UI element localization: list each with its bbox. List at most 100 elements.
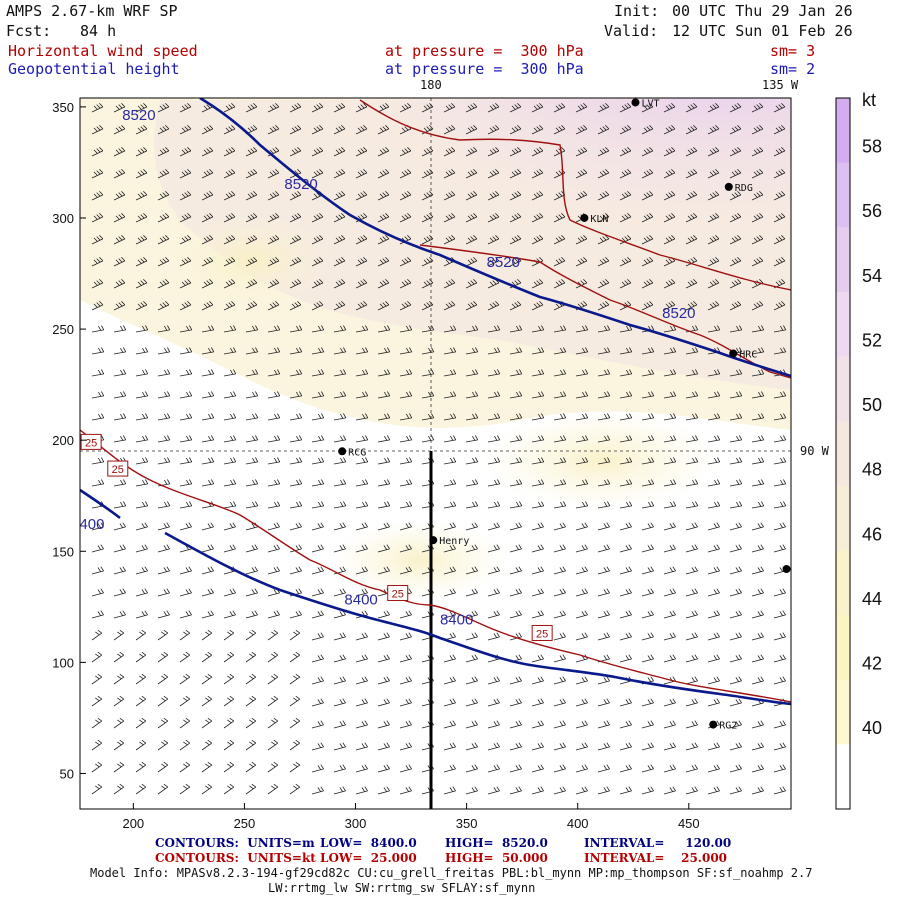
wind-barb xyxy=(465,742,478,751)
wind-barb xyxy=(179,739,191,751)
wind-barb xyxy=(399,501,413,509)
wind-barb xyxy=(685,279,698,289)
wind-barb xyxy=(487,698,500,707)
wind-barb xyxy=(751,103,764,113)
wind-barb xyxy=(311,435,325,443)
wind-barb xyxy=(333,457,347,465)
wind-barb xyxy=(113,783,125,795)
wind-barb xyxy=(641,588,654,597)
wind-barb xyxy=(685,742,698,751)
wind-barb xyxy=(91,347,105,355)
wind-barb xyxy=(619,610,632,619)
wind-barb xyxy=(399,213,412,223)
wind-barb xyxy=(157,783,169,795)
wind-barb xyxy=(399,103,412,113)
wind-barb xyxy=(619,191,632,201)
wind-barb xyxy=(157,147,170,157)
wind-barb xyxy=(179,213,192,223)
wind-barb xyxy=(707,457,721,465)
wind-barb xyxy=(443,325,457,333)
colorbar-label: 52 xyxy=(862,330,882,350)
wind-barb xyxy=(179,457,193,465)
wind-barb xyxy=(333,720,346,729)
wind-barb xyxy=(201,457,215,465)
wind-barb xyxy=(597,147,610,157)
wind-barb xyxy=(707,369,721,377)
wind-barb xyxy=(223,301,236,311)
wind-barb xyxy=(179,673,191,685)
wind-barb xyxy=(333,544,346,553)
wind-barb xyxy=(619,654,632,663)
wind-barb xyxy=(311,522,324,531)
wind-barb xyxy=(553,501,567,509)
wind-barb xyxy=(531,654,544,663)
wind-barb xyxy=(443,720,456,729)
wind-barb xyxy=(311,632,324,641)
wind-barb xyxy=(509,391,523,399)
wind-barb xyxy=(179,103,192,113)
wind-barb xyxy=(729,301,742,311)
wind-barb xyxy=(619,522,632,531)
wind-barb xyxy=(531,742,544,751)
wind-barb xyxy=(553,325,567,333)
wind-barb xyxy=(311,786,324,795)
wind-barb xyxy=(399,720,412,729)
wind-barb xyxy=(619,125,632,135)
wind-barb xyxy=(289,610,302,619)
wind-barb xyxy=(707,391,721,399)
wind-barb xyxy=(157,391,171,399)
wind-barb xyxy=(355,369,369,377)
wind-barb xyxy=(509,347,523,355)
wind-barb xyxy=(619,435,633,443)
wind-barb xyxy=(267,347,281,355)
wind-barb xyxy=(641,279,654,289)
wind-barb xyxy=(157,413,171,421)
wind-barb xyxy=(135,610,148,619)
wind-barb xyxy=(597,610,610,619)
wind-barb xyxy=(707,301,720,311)
wind-barb xyxy=(751,301,764,311)
wind-barb xyxy=(377,125,390,135)
wind-barb xyxy=(509,764,522,773)
station-marker xyxy=(724,182,733,191)
wind-barb xyxy=(311,235,324,245)
wind-barb xyxy=(531,257,544,267)
wind-barb xyxy=(663,301,676,311)
wind-barb xyxy=(751,257,764,267)
wind-barb xyxy=(487,457,501,465)
wind-barb xyxy=(113,651,125,663)
wind-barb xyxy=(179,325,193,333)
wind-barb xyxy=(113,191,126,201)
wind-barb xyxy=(443,544,456,553)
wind-barb xyxy=(619,544,632,553)
wind-barb xyxy=(509,588,522,597)
wind-barb xyxy=(531,501,545,509)
height-contour-label: 8520 xyxy=(122,107,155,124)
wind-barb xyxy=(179,391,193,399)
wind-barb xyxy=(267,301,280,311)
wind-barb xyxy=(751,742,764,751)
wind-barb xyxy=(641,413,655,421)
wind-barb xyxy=(245,413,259,421)
wind-barb xyxy=(399,279,412,289)
wind-barb xyxy=(773,742,786,751)
wind-barb xyxy=(179,257,192,267)
wind-barb xyxy=(663,610,676,619)
wind-barb xyxy=(377,698,390,707)
wind-barb xyxy=(619,369,633,377)
wind-barb xyxy=(729,479,743,487)
wind-barb xyxy=(443,435,457,443)
wind-barb xyxy=(333,742,346,751)
wind-barb xyxy=(113,479,127,487)
wind-barb xyxy=(421,279,434,289)
wind-barb xyxy=(333,391,347,399)
wind-barb xyxy=(773,654,786,663)
wind-barb xyxy=(575,103,588,113)
wind-barb xyxy=(333,566,346,575)
colorbar-swatch xyxy=(836,421,850,487)
wind-barb xyxy=(751,588,764,597)
wind-barb xyxy=(135,301,148,311)
wind-barb xyxy=(751,191,764,201)
wind-barb xyxy=(597,698,610,707)
wind-barb xyxy=(179,413,193,421)
